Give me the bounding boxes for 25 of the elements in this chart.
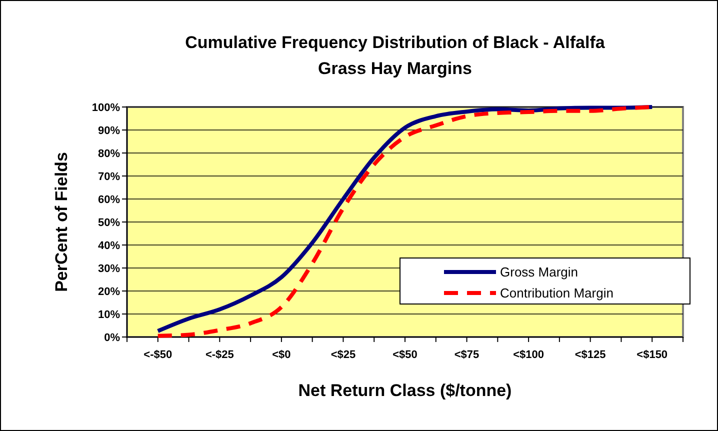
y-tick-label: 100% — [92, 102, 120, 114]
legend-label: Gross Margin — [500, 264, 578, 280]
chart-title: Cumulative Frequency Distribution of Black - Alfalfa Grass Hay Margins — [185, 33, 606, 78]
x-tick-label: <$75 — [454, 349, 480, 361]
x-tick-label: <-$25 — [205, 349, 234, 361]
x-tick-label: <$0 — [272, 349, 291, 361]
y-tick-label: 70% — [98, 171, 120, 183]
x-tick-label: <$150 — [636, 349, 668, 361]
y-tick-label: 50% — [98, 217, 120, 229]
y-tick-label: 20% — [98, 286, 120, 298]
y-tick-label: 0% — [104, 332, 120, 344]
y-tick-label: 40% — [98, 240, 120, 252]
y-tick-label: 90% — [98, 125, 120, 137]
x-axis-title: Net Return Class ($/tonne) — [298, 381, 512, 400]
x-tick-label: <$100 — [513, 349, 544, 361]
y-tick-label: 60% — [98, 194, 120, 206]
y-tick-label: 30% — [98, 263, 120, 275]
x-tick-label: <$50 — [392, 349, 418, 361]
x-tick-label: <-$50 — [144, 349, 172, 361]
y-axis-title: PerCent of Fields — [52, 152, 71, 292]
y-tick-label: 80% — [98, 148, 120, 160]
y-tick-label: 10% — [98, 309, 120, 321]
x-tick-label: <$125 — [574, 349, 606, 361]
x-tick-label: <$25 — [330, 349, 356, 361]
legend-label: Contribution Margin — [500, 286, 614, 300]
